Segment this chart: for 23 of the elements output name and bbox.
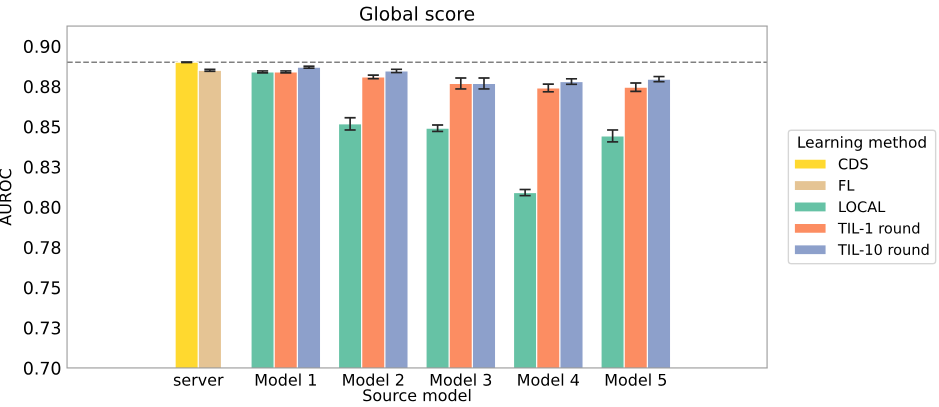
legend-label: CDS <box>838 158 868 170</box>
x-tick-label: Model 4 <box>518 373 580 386</box>
y-tick-label: 0.83 <box>24 160 60 174</box>
x-tick-label: Model 2 <box>343 373 404 386</box>
x-tick-label: Model 1 <box>256 373 316 386</box>
x-tick-label: Model 3 <box>430 373 492 386</box>
y-tick-label: 0.78 <box>24 240 60 254</box>
x-tick-label: server <box>174 376 224 386</box>
y-tick-label: 0.73 <box>24 321 60 335</box>
y-tick-label: 0.90 <box>24 40 60 53</box>
chart-title: Global score <box>360 6 474 21</box>
y-tick-label: 0.88 <box>24 80 60 94</box>
legend-title: Learning method <box>798 136 926 151</box>
y-tick-label: 0.80 <box>24 200 60 214</box>
x-axis-title: Source model <box>363 388 470 402</box>
x-tick-label: Model 5 <box>606 373 666 386</box>
legend-label: TIL-1 round <box>838 222 920 234</box>
legend-label: FL <box>839 180 854 191</box>
legend-label: TIL-10 round <box>838 244 928 256</box>
y-tick-label: 0.75 <box>24 281 60 294</box>
y-tick-label: 0.70 <box>24 362 60 375</box>
y-tick-label: 0.85 <box>24 120 60 134</box>
legend-label: LOCAL <box>839 201 886 212</box>
